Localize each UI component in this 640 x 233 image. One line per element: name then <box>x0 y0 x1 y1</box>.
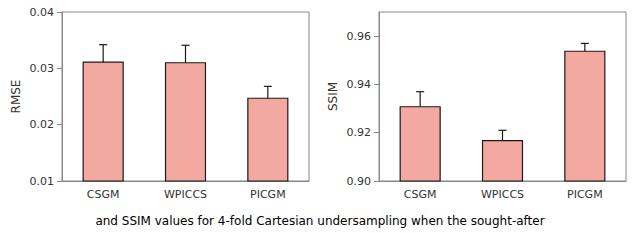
svg-text:PICGM: PICGM <box>250 188 286 201</box>
svg-text:and SSIM values for 4-fold Car: and SSIM values for 4-fold Cartesian und… <box>95 214 544 228</box>
svg-text:0.90: 0.90 <box>347 175 372 188</box>
svg-text:0.94: 0.94 <box>347 78 372 91</box>
svg-text:RMSE: RMSE <box>9 80 23 114</box>
svg-text:0.92: 0.92 <box>347 126 372 139</box>
svg-text:WPICCS: WPICCS <box>164 188 207 201</box>
svg-text:PICGM: PICGM <box>567 188 603 201</box>
svg-text:CSGM: CSGM <box>404 188 437 201</box>
svg-text:0.02: 0.02 <box>30 118 55 131</box>
svg-text:SSIM: SSIM <box>326 82 340 111</box>
svg-text:0.96: 0.96 <box>347 30 372 43</box>
svg-text:0.01: 0.01 <box>30 175 55 188</box>
svg-text:0.03: 0.03 <box>30 62 55 75</box>
svg-text:WPICCS: WPICCS <box>481 188 524 201</box>
svg-text:CSGM: CSGM <box>87 188 120 201</box>
svg-text:0.04: 0.04 <box>30 6 55 19</box>
